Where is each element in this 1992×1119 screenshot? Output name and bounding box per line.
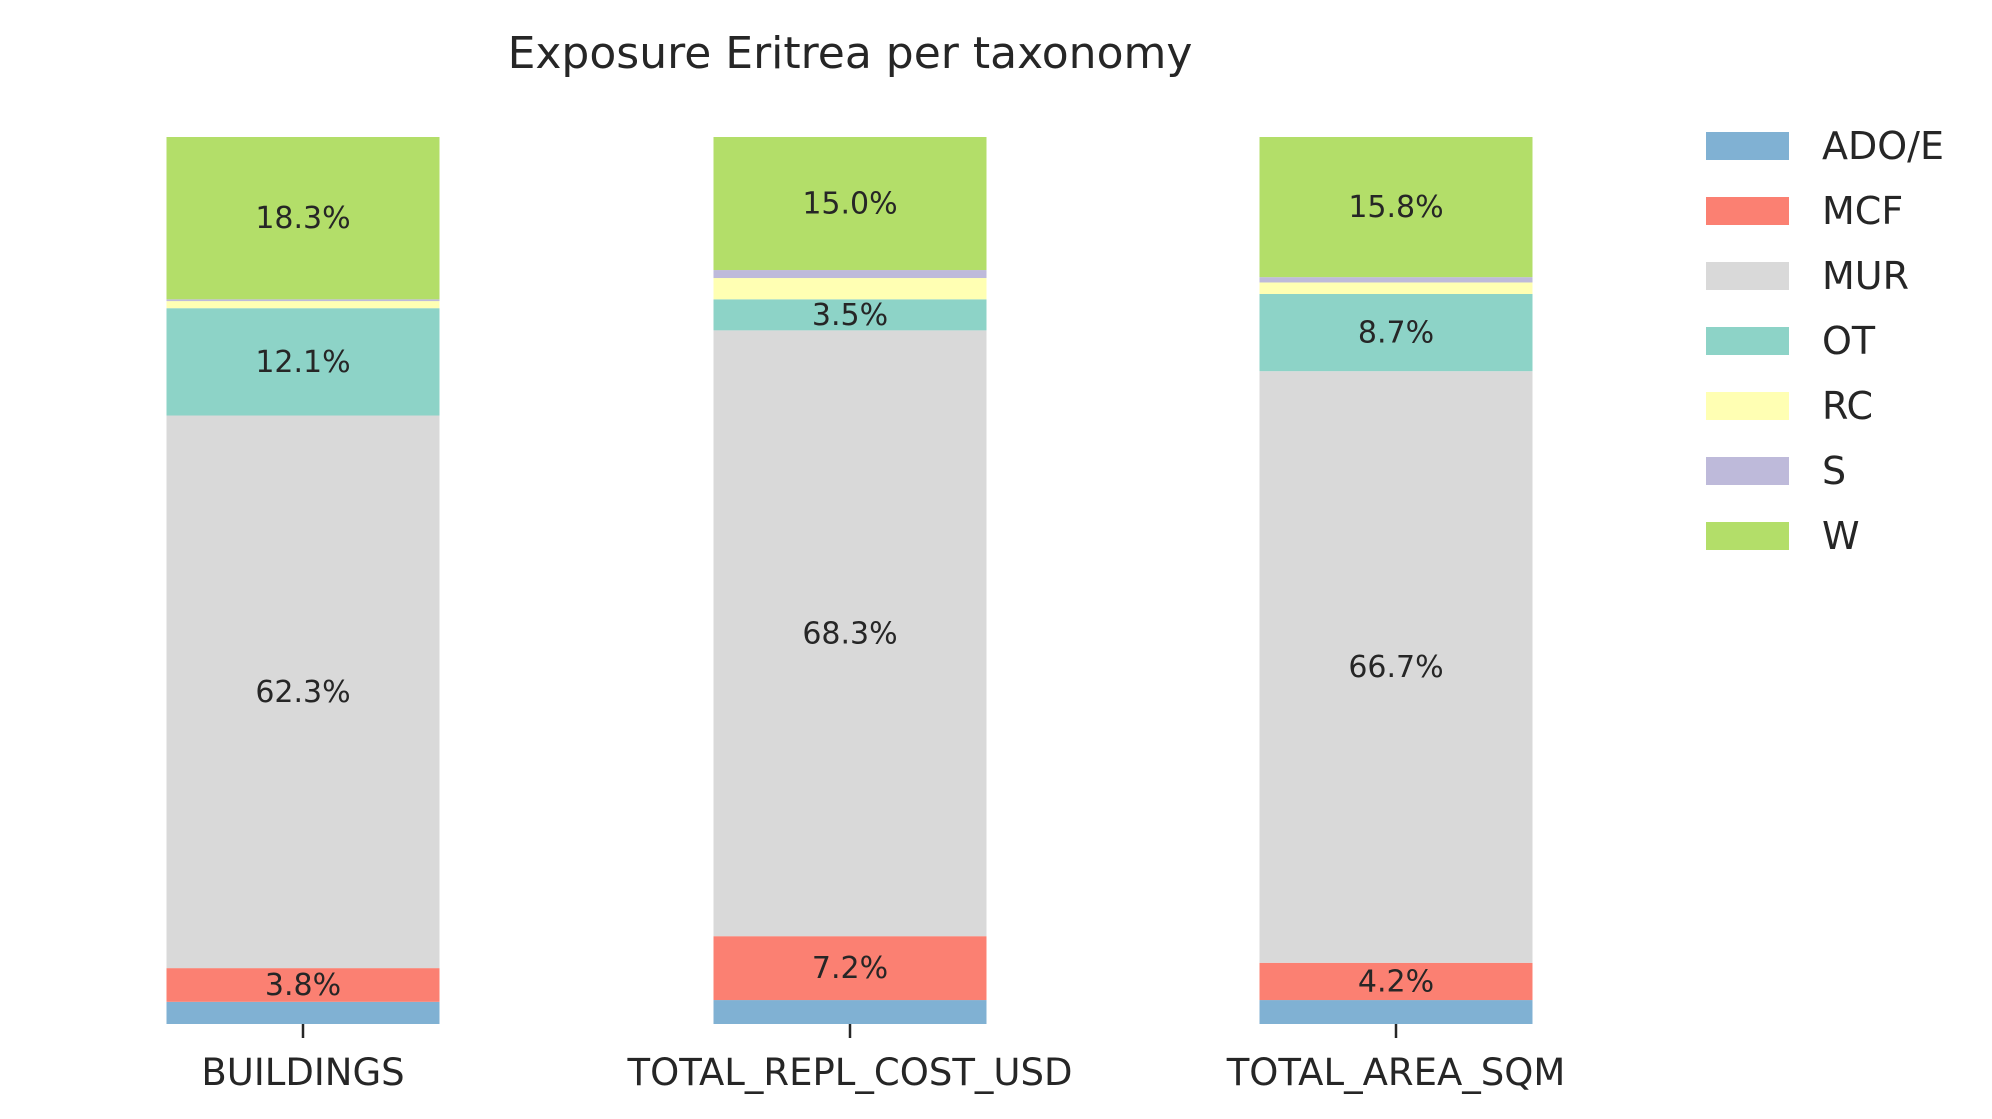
x-tick-label: BUILDINGS: [201, 1051, 404, 1094]
bar-segment: [713, 270, 987, 279]
data-label: 8.7%: [1358, 316, 1434, 351]
legend-label: S: [1822, 449, 1846, 493]
legend-swatch: [1706, 392, 1789, 420]
x-axis: BUILDINGS TOTAL_REPL_COST_USD TOTAL_AREA_S…: [201, 1024, 1565, 1094]
data-label: 68.3%: [802, 616, 897, 651]
bar-segment: [713, 137, 987, 271]
data-label: 12.1%: [255, 345, 350, 380]
bar-segment: [1259, 962, 1533, 1001]
bar-segment: [713, 1000, 987, 1024]
x-tick-label: TOTAL_REPL_COST_USD: [627, 1051, 1073, 1094]
data-label: 4.2%: [1358, 964, 1434, 999]
legend-label: ADO/E: [1822, 124, 1944, 168]
legend-label: MCF: [1822, 189, 1903, 233]
bar-segment: [1259, 137, 1533, 278]
bar-segment: [166, 1001, 440, 1024]
legend-label: RC: [1822, 384, 1873, 428]
data-label: 18.3%: [255, 201, 350, 236]
data-label: 7.2%: [812, 951, 888, 986]
bar-segment: [713, 299, 987, 331]
legend-swatch: [1706, 197, 1789, 225]
bar-segment: [166, 299, 440, 302]
legend-label: MUR: [1822, 254, 1909, 298]
legend: ADO/E MCF MUR OT RC SW: [1706, 124, 1944, 558]
legend-swatch: [1706, 262, 1789, 290]
bar-segment: [1259, 371, 1533, 963]
legend-label: W: [1822, 514, 1860, 558]
bar-segment: [166, 301, 440, 309]
bars-group: 3.8% 62.3% 12.1% 18.3% 7.2% 68.3% 3.5% 15.0% 4.2…: [166, 137, 1533, 1024]
legend-swatch: [1706, 327, 1789, 355]
data-label: 66.7%: [1348, 650, 1443, 685]
bar-segment: [1259, 1000, 1533, 1024]
bar-segment: [713, 330, 987, 937]
bar-segment: [166, 415, 440, 969]
bar-segment: [713, 936, 987, 1001]
legend-label: OT: [1822, 319, 1876, 363]
bar-segment: [166, 308, 440, 416]
bar-segment: [166, 968, 440, 1002]
data-label: 3.8%: [265, 968, 341, 1003]
data-label: 15.8%: [1348, 190, 1443, 225]
bar-segment: [713, 278, 987, 300]
legend-swatch: [1706, 457, 1789, 485]
bar-segment: [1259, 282, 1533, 294]
legend-swatch: [1706, 522, 1789, 550]
chart-title: Exposure Eritrea per taxonomy: [508, 28, 1193, 79]
data-label: 15.0%: [802, 187, 897, 222]
bar-segment: [1259, 293, 1533, 372]
x-tick-label: TOTAL_AREA_SQM: [1226, 1051, 1566, 1094]
legend-swatch: [1706, 132, 1789, 160]
bar-segment: [166, 137, 440, 300]
bar-segment: [1259, 277, 1533, 283]
data-label: 3.5%: [812, 298, 888, 333]
data-label: 62.3%: [255, 675, 350, 710]
